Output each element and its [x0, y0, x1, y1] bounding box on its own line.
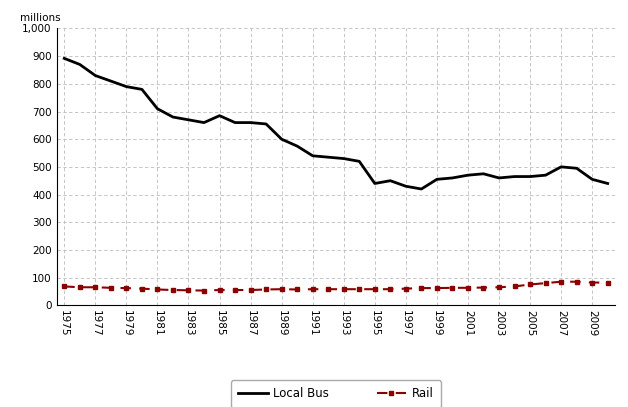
- Local Bus: [588, 177, 596, 182]
- Local Bus: [448, 175, 456, 180]
- Rail: [557, 279, 565, 284]
- Rail: [340, 287, 347, 292]
- Local Bus: [122, 84, 130, 89]
- Rail: [480, 285, 487, 290]
- Local Bus: [92, 73, 99, 78]
- Local Bus: [60, 56, 68, 61]
- Local Bus: [231, 120, 239, 125]
- Local Bus: [309, 153, 317, 158]
- Rail: [263, 287, 270, 292]
- Local Bus: [526, 174, 534, 179]
- Rail: [542, 281, 550, 286]
- Local Bus: [154, 106, 161, 111]
- Rail: [464, 285, 472, 290]
- Rail: [402, 286, 409, 291]
- Rail: [371, 287, 379, 292]
- Rail: [122, 286, 130, 291]
- Local Bus: [464, 173, 472, 177]
- Local Bus: [278, 137, 285, 142]
- Rail: [604, 280, 612, 285]
- Local Bus: [542, 173, 550, 177]
- Local Bus: [511, 174, 518, 179]
- Legend: Local Bus, Rail: Local Bus, Rail: [231, 381, 441, 407]
- Rail: [185, 288, 192, 293]
- Line: Rail: Rail: [62, 279, 610, 293]
- Local Bus: [185, 117, 192, 122]
- Rail: [76, 285, 84, 290]
- Local Bus: [200, 120, 208, 125]
- Rail: [247, 288, 254, 293]
- Rail: [200, 288, 208, 293]
- Rail: [573, 279, 580, 284]
- Local Bus: [293, 144, 301, 149]
- Rail: [495, 285, 503, 290]
- Local Bus: [495, 175, 503, 180]
- Rail: [231, 288, 239, 293]
- Rail: [169, 288, 176, 293]
- Local Bus: [107, 79, 115, 83]
- Local Bus: [604, 181, 612, 186]
- Rail: [278, 287, 285, 292]
- Line: Local Bus: Local Bus: [64, 58, 608, 189]
- Local Bus: [216, 113, 224, 118]
- Local Bus: [402, 184, 409, 189]
- Rail: [309, 287, 317, 292]
- Rail: [448, 285, 456, 290]
- Rail: [60, 284, 68, 289]
- Local Bus: [355, 159, 363, 164]
- Rail: [588, 280, 596, 285]
- Rail: [526, 282, 534, 287]
- Local Bus: [138, 87, 146, 92]
- Local Bus: [433, 177, 441, 182]
- Local Bus: [325, 155, 332, 160]
- Local Bus: [557, 164, 565, 169]
- Local Bus: [247, 120, 254, 125]
- Rail: [418, 286, 425, 291]
- Rail: [355, 287, 363, 292]
- Local Bus: [340, 156, 347, 161]
- Rail: [433, 286, 441, 291]
- Rail: [92, 285, 99, 290]
- Local Bus: [169, 115, 176, 120]
- Local Bus: [387, 178, 394, 183]
- Local Bus: [263, 122, 270, 127]
- Local Bus: [480, 171, 487, 176]
- Rail: [154, 287, 161, 292]
- Local Bus: [418, 186, 425, 191]
- Rail: [216, 288, 224, 293]
- Rail: [107, 285, 115, 290]
- Rail: [138, 286, 146, 291]
- Rail: [293, 287, 301, 292]
- Rail: [325, 287, 332, 292]
- Local Bus: [76, 62, 84, 67]
- Rail: [511, 284, 518, 289]
- Local Bus: [573, 166, 580, 171]
- Rail: [387, 287, 394, 292]
- Text: millions: millions: [20, 13, 61, 23]
- Local Bus: [371, 181, 379, 186]
